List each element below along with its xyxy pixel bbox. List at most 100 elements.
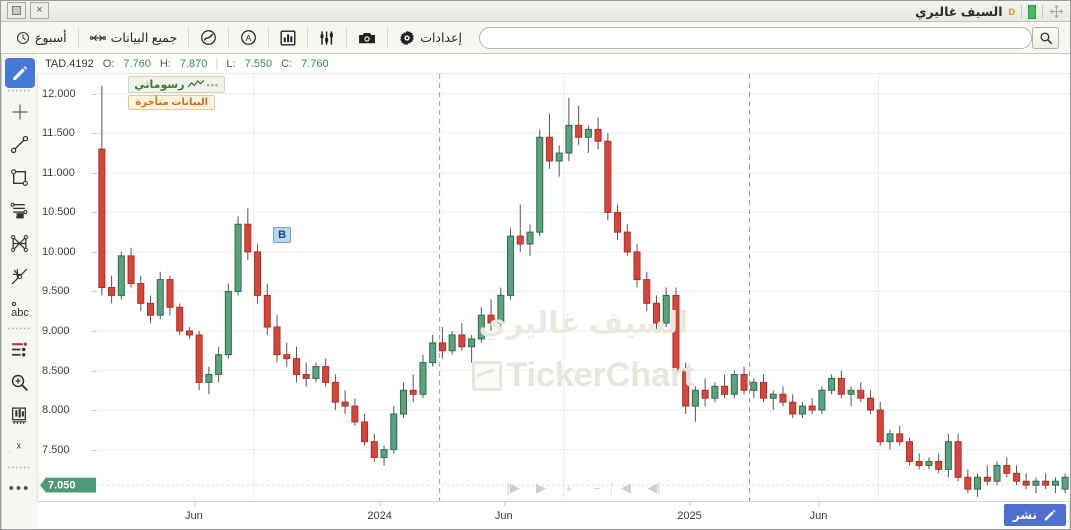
- clear-cx-icon: C x: [9, 439, 30, 459]
- ohlc-divider: [216, 57, 218, 70]
- window-controls: ×: [7, 2, 49, 19]
- indicator-oscillator-button[interactable]: [310, 26, 344, 50]
- candlestick-plot[interactable]: السيف غاليري TickerChart |◀ ◀ − + ▶ ▶|: [97, 74, 1070, 501]
- nav-zoom-out[interactable]: −: [593, 480, 601, 496]
- ohlc-symbol: TAD.4192: [45, 57, 94, 70]
- rectangle-icon: [10, 168, 29, 187]
- toolbar-sep-4: [268, 28, 270, 47]
- price-tick: 11.500: [38, 127, 97, 139]
- magnifier-plus-icon: [10, 373, 29, 392]
- pattern-list-tool[interactable]: [5, 333, 35, 366]
- close-button[interactable]: ×: [30, 2, 49, 19]
- rectangle-tool[interactable]: [5, 161, 35, 194]
- current-price-badge: 7.050: [40, 477, 96, 493]
- range-button[interactable]: جميع البيانات: [81, 26, 187, 50]
- oscillator-icon: [319, 30, 335, 46]
- svg-text:x: x: [17, 441, 22, 451]
- ohlc-close-value: 7.760: [301, 57, 329, 70]
- price-tick: 11.000: [38, 167, 97, 179]
- nav-zoom-in[interactable]: +: [565, 480, 573, 496]
- buy-marker[interactable]: B: [273, 227, 292, 243]
- fibonacci-icon: F: [10, 201, 29, 220]
- ohlc-low-label: L:: [226, 57, 236, 70]
- search-input[interactable]: [488, 30, 1022, 45]
- svg-text:F: F: [14, 214, 17, 220]
- ohlc-legend: TAD.4192 O: 7.760 H: 7.870 L: 7.550 C: 7…: [37, 54, 1070, 74]
- toolbar-sep-2: [188, 28, 190, 47]
- timeframe-button[interactable]: أسبوع: [7, 26, 76, 50]
- more-tools[interactable]: •••: [5, 472, 35, 505]
- nav-last[interactable]: ▶|: [506, 480, 520, 495]
- annotation-button[interactable]: A: [231, 26, 266, 50]
- ohlc-high-value: 7.870: [179, 57, 208, 70]
- price-tick: 8.500: [38, 365, 97, 377]
- ohlc-open-value: 7.760: [123, 57, 151, 70]
- candlestick-svg: [97, 74, 1070, 501]
- ohlc-close-label: C:: [281, 57, 293, 70]
- compare-icon: [200, 29, 217, 46]
- price-tick: 7.500: [38, 444, 97, 456]
- range-label: جميع البيانات: [110, 31, 178, 45]
- date-tick: 2025: [677, 501, 702, 522]
- tool-group-divider-1: ••••••: [7, 88, 32, 95]
- zoom-tool[interactable]: [5, 366, 35, 399]
- crosshair-tool[interactable]: [5, 95, 35, 128]
- svg-text:A: A: [246, 33, 252, 43]
- pattern-list-icon: [10, 340, 29, 359]
- compare-button[interactable]: [191, 26, 226, 50]
- svg-text:abc: abc: [11, 307, 29, 319]
- settings-label: إعدادات: [420, 31, 462, 45]
- restore-button[interactable]: [7, 2, 26, 19]
- gann-fan-icon: [10, 267, 29, 286]
- publish-button[interactable]: نشر: [1003, 504, 1066, 526]
- chart-type-button[interactable]: [271, 26, 305, 50]
- chart-navigation: |◀ ◀ − + ▶ ▶|: [97, 479, 1070, 497]
- chart-pane: TAD.4192 O: 7.760 H: 7.870 L: 7.550 C: 7…: [37, 54, 1070, 529]
- clear-drawings-tool[interactable]: C x: [5, 432, 35, 465]
- price-axis[interactable]: رسوماتي ••• البيانات متأخرة 12.000 11.500…: [37, 74, 225, 501]
- price-tick: 9.500: [38, 285, 97, 297]
- toolbar-sep-5: [307, 28, 309, 47]
- svg-text:C: C: [9, 442, 10, 459]
- main-toolbar: أسبوع جميع البيانات: [1, 22, 1070, 54]
- ruler-icon: [10, 406, 29, 425]
- settings-button[interactable]: إعدادات: [390, 26, 471, 50]
- snapshot-button[interactable]: [349, 26, 385, 50]
- circle-a-icon: A: [240, 29, 257, 46]
- date-axis[interactable]: نشر Jun 2024 Jun 2025 Jun: [37, 501, 1070, 529]
- abc-text-icon: abc: [9, 300, 31, 320]
- search-button[interactable]: [1032, 26, 1059, 49]
- brand-badge[interactable]: رسوماتي •••: [128, 76, 225, 93]
- toolbar-sep-3: [228, 28, 230, 47]
- chart-badges: رسوماتي ••• البيانات متأخرة: [128, 76, 225, 110]
- gear-icon: [399, 30, 415, 46]
- ellipsis-icon: •••: [8, 480, 31, 497]
- search-input-wrapper[interactable]: [478, 26, 1032, 49]
- fibonacci-tool[interactable]: F: [5, 194, 35, 227]
- measure-tool[interactable]: [5, 399, 35, 432]
- move-icon[interactable]: [1049, 4, 1064, 19]
- camera-icon: [358, 31, 376, 45]
- date-tick: Jun: [495, 501, 513, 522]
- search-icon: [1039, 31, 1053, 45]
- pitchfork-tool[interactable]: [5, 227, 35, 260]
- title-bar-right: D السيف غاليري: [915, 1, 1064, 22]
- text-tool[interactable]: abc: [5, 293, 35, 326]
- page-title: السيف غاليري: [915, 5, 1003, 19]
- trendline-icon: [10, 135, 29, 154]
- price-tick: 10.500: [38, 206, 97, 218]
- nav-prev[interactable]: ◀: [621, 480, 631, 495]
- title-separator-2: [1021, 5, 1022, 18]
- ellipsis-icon: •••: [206, 79, 219, 90]
- nav-next[interactable]: ▶: [536, 480, 546, 495]
- pencil-icon: [11, 64, 29, 82]
- horizontal-arrows-icon: [89, 32, 106, 44]
- title-bar: × D السيف غاليري: [1, 1, 1070, 22]
- gann-fan-tool[interactable]: [5, 260, 35, 293]
- nav-first[interactable]: |◀: [647, 480, 661, 495]
- trendline-tool[interactable]: [5, 128, 35, 161]
- draw-pencil-tool[interactable]: [4, 58, 35, 88]
- crosshair-icon: [11, 103, 29, 121]
- date-tick: Jun: [185, 501, 203, 522]
